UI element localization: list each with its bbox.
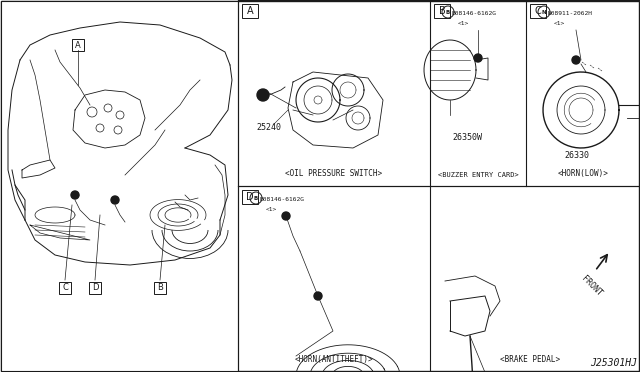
Text: 25240: 25240 (256, 123, 281, 132)
Text: <1>: <1> (266, 207, 277, 212)
Bar (1, 1, 238, 371)
Text: <BUZZER ENTRY CARD>: <BUZZER ENTRY CARD> (438, 172, 518, 178)
Text: <1>: <1> (554, 21, 565, 26)
Text: A: A (246, 6, 253, 16)
Text: B08146-6162G: B08146-6162G (452, 11, 497, 16)
Text: D: D (246, 192, 254, 202)
Bar (434, 4, 450, 18)
Circle shape (71, 191, 79, 199)
Circle shape (282, 212, 290, 220)
Text: <BRAKE PEDAL>: <BRAKE PEDAL> (500, 355, 560, 364)
Text: N08911-2062H: N08911-2062H (548, 11, 593, 16)
Text: D: D (92, 283, 99, 292)
Circle shape (111, 196, 119, 204)
Circle shape (257, 89, 269, 101)
Text: <HORN(LOW)>: <HORN(LOW)> (557, 169, 609, 178)
Text: B: B (438, 6, 445, 16)
Text: 26350W: 26350W (452, 133, 482, 142)
Bar (242, 190, 258, 204)
Text: <1>: <1> (458, 21, 469, 26)
Text: FRONT: FRONT (580, 274, 604, 298)
Text: C: C (534, 6, 541, 16)
Bar (530, 4, 546, 18)
Text: <OIL PRESSURE SWITCH>: <OIL PRESSURE SWITCH> (285, 169, 383, 178)
Bar (154, 282, 166, 294)
Text: J25301HJ: J25301HJ (590, 358, 637, 368)
Circle shape (572, 56, 580, 64)
Bar (242, 4, 258, 18)
Text: N: N (541, 10, 547, 15)
Text: B: B (446, 10, 450, 15)
Bar (89, 282, 101, 294)
Text: B: B (157, 283, 163, 292)
Circle shape (314, 292, 322, 300)
Text: B: B (254, 196, 258, 201)
Circle shape (474, 54, 482, 62)
Bar (72, 39, 84, 51)
Text: C: C (62, 283, 68, 292)
Text: <HORN(ANTITHEFT)>: <HORN(ANTITHEFT)> (294, 355, 373, 364)
Text: B08146-6162G: B08146-6162G (260, 197, 305, 202)
Bar (59, 282, 71, 294)
Text: 26330: 26330 (564, 151, 589, 160)
Text: A: A (75, 41, 81, 49)
